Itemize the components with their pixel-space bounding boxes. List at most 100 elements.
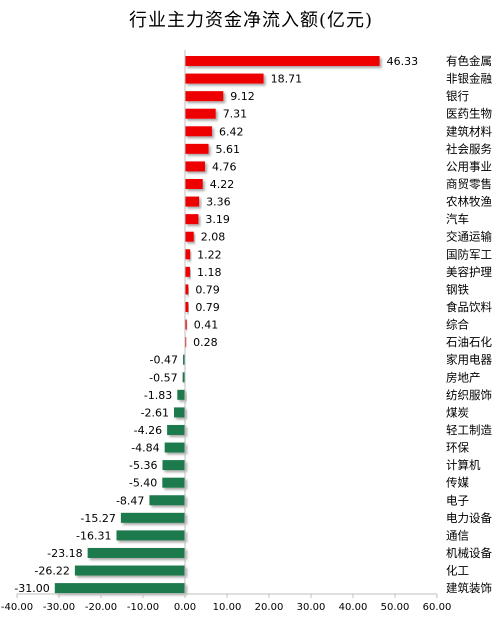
category-label-2: 银行	[446, 89, 469, 103]
bar-3	[185, 108, 216, 119]
value-label-17: -0.47	[150, 354, 178, 367]
category-label-21: 轻工制造	[446, 423, 492, 437]
x-tick-label-4: 0.00	[174, 602, 196, 613]
x-tick-label-10: 60.00	[423, 602, 452, 613]
value-label-4: 6.42	[219, 125, 244, 138]
value-label-30: -31.00	[14, 582, 49, 595]
bar-1	[185, 73, 264, 84]
category-label-29: 化工	[446, 564, 469, 578]
chart-title: 行业主力资金净流入额(亿元)	[128, 10, 374, 31]
x-tick-label-5: 10.00	[213, 602, 242, 613]
bar-5	[185, 143, 209, 154]
x-tick-label-2: -20.00	[85, 602, 117, 613]
bar-2	[185, 91, 224, 102]
value-label-2: 9.12	[230, 90, 255, 103]
bar-0	[185, 56, 380, 66]
bar-27	[116, 530, 185, 541]
bar-17	[183, 354, 185, 365]
category-label-10: 交通运输	[446, 230, 492, 244]
category-label-4: 建筑材料	[446, 124, 492, 138]
bar-21	[167, 424, 185, 435]
category-label-14: 食品饮料	[446, 300, 492, 314]
x-tick-label-3: -10.00	[127, 602, 159, 613]
category-label-5: 社会服务	[446, 142, 492, 156]
x-tick-label-1: -30.00	[43, 602, 75, 613]
bar-7	[185, 178, 203, 189]
category-label-28: 机械设备	[446, 546, 492, 560]
bar-12	[185, 266, 190, 277]
category-label-24: 传媒	[446, 476, 469, 490]
category-label-17: 家用电器	[446, 353, 492, 367]
category-label-9: 汽车	[446, 212, 469, 226]
x-tick-label-7: 30.00	[297, 602, 326, 613]
value-label-15: 0.41	[194, 319, 219, 332]
bar-25	[149, 495, 185, 506]
bar-14	[185, 301, 189, 312]
bar-11	[185, 249, 191, 260]
value-label-10: 2.08	[201, 231, 226, 244]
value-label-27: -16.31	[76, 529, 111, 542]
bar-18	[182, 372, 185, 383]
x-tick-label-8: 40.00	[339, 602, 368, 613]
axis-layer: -40.00 -30.00 -20.00 -10.00 0.00 10.00 20.00 30…	[1, 50, 451, 613]
category-label-18: 房地产	[446, 370, 481, 384]
bar-9	[185, 214, 199, 225]
value-label-5: 5.61	[216, 143, 241, 156]
category-label-6: 公用事业	[446, 159, 492, 173]
value-label-23: -5.36	[129, 459, 157, 472]
bars-layer	[54, 56, 380, 594]
value-label-11: 1.22	[197, 248, 222, 261]
x-tick-label-0: -40.00	[1, 602, 33, 613]
value-label-1: 18.71	[271, 73, 303, 86]
category-label-3: 医药生物	[446, 107, 492, 121]
value-label-19: -1.83	[144, 389, 172, 402]
value-label-24: -5.40	[129, 477, 157, 490]
value-label-28: -23.18	[47, 547, 82, 560]
category-label-16: 石油石化	[446, 335, 492, 349]
value-label-14: 0.79	[195, 301, 220, 314]
bar-4	[185, 126, 212, 137]
category-label-23: 计算机	[446, 458, 481, 472]
category-label-27: 通信	[446, 528, 469, 542]
bar-30	[54, 583, 185, 594]
category-label-12: 美容护理	[446, 265, 492, 279]
category-label-20: 煤炭	[446, 405, 469, 419]
category-label-15: 综合	[446, 318, 469, 332]
bar-26	[120, 512, 185, 523]
category-label-19: 纺织服饰	[446, 388, 492, 402]
labels-layer: 46.33 有色金属 18.71 非银金融 9.12 银行 7.31 医药生物 6.42 建筑材料…	[14, 54, 492, 595]
category-label-22: 环保	[446, 441, 469, 455]
value-label-0: 46.33	[387, 55, 419, 68]
value-label-22: -4.84	[131, 442, 159, 455]
bar-23	[162, 460, 185, 471]
value-label-12: 1.18	[197, 266, 222, 279]
bar-24	[162, 477, 185, 488]
value-label-13: 0.79	[195, 283, 220, 296]
bar-15	[185, 319, 187, 330]
value-label-3: 7.31	[223, 108, 248, 121]
category-label-30: 建筑装饰	[446, 581, 492, 595]
bar-28	[87, 547, 185, 558]
bar-19	[177, 389, 185, 400]
value-label-29: -26.22	[34, 565, 69, 578]
value-label-21: -4.26	[134, 424, 162, 437]
bar-8	[185, 196, 200, 207]
category-label-11: 国防军工	[446, 247, 492, 261]
bar-10	[185, 231, 194, 242]
value-label-7: 4.22	[210, 178, 235, 191]
value-label-20: -2.61	[141, 406, 169, 419]
value-label-16: 0.28	[193, 336, 218, 349]
value-label-25: -8.47	[116, 494, 144, 507]
x-tick-label-6: 20.00	[255, 602, 284, 613]
bar-16	[185, 337, 187, 348]
category-label-13: 钢铁	[446, 282, 469, 296]
bar-6	[185, 161, 205, 172]
category-label-25: 电子	[446, 493, 469, 507]
value-label-18: -0.57	[149, 371, 177, 384]
category-label-26: 电力设备	[446, 511, 492, 525]
bar-20	[174, 407, 185, 418]
bar-13	[185, 284, 189, 295]
value-label-8: 3.36	[206, 196, 231, 209]
